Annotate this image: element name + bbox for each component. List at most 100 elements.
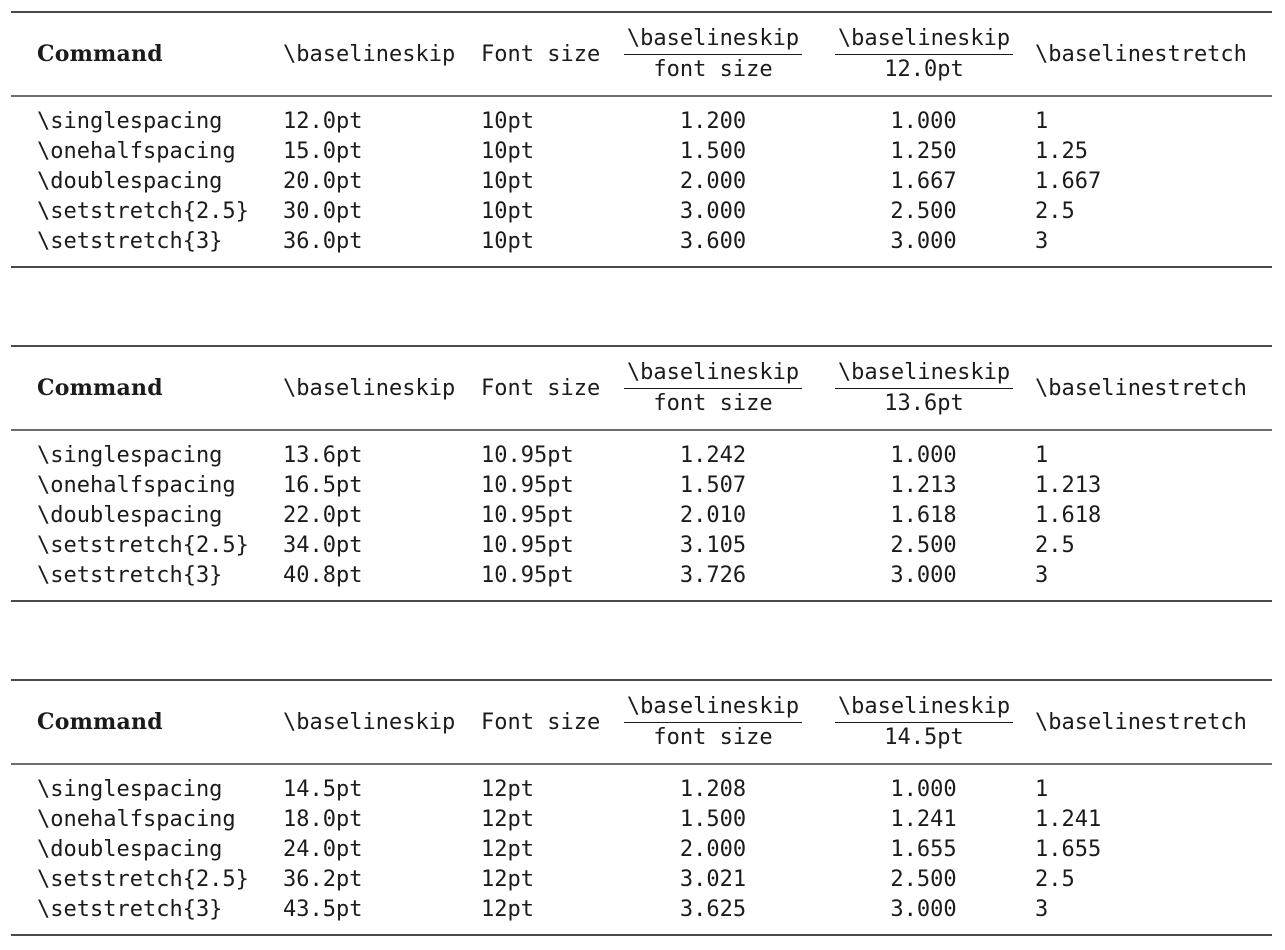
cell-baselinestretch: 3 bbox=[1035, 897, 1049, 922]
cell-ratio-fontsize: 2.010 bbox=[679, 503, 747, 528]
column-header-ratio-fixed: \baselineskip 14.5pt bbox=[835, 694, 1035, 750]
table-row: \setstretch{2.5} 34.0pt 10.95pt 3.105 2.500 2… bbox=[37, 531, 1272, 561]
cell-ratio-fontsize: 1.242 bbox=[679, 443, 747, 468]
column-header-baselinestretch: \baselinestretch bbox=[1035, 41, 1247, 67]
cell-ratio-fontsize: 3.600 bbox=[679, 229, 747, 254]
cell-command: \doublespacing bbox=[37, 837, 223, 862]
column-header-baselinestretch: \baselinestretch bbox=[1035, 375, 1247, 401]
table-row: \setstretch{3} 36.0pt 10pt 3.600 3.000 3 bbox=[37, 227, 1272, 257]
cell-command: \setstretch{3} bbox=[37, 897, 223, 922]
cell-command: \doublespacing bbox=[37, 169, 223, 194]
cell-baselinestretch: 1.241 bbox=[1035, 807, 1102, 832]
cell-baselineskip: 18.0pt bbox=[283, 807, 363, 832]
table-header-row: Command \baselineskip Font size \baselin… bbox=[11, 347, 1272, 429]
table-row: \onehalfspacing 16.5pt 10.95pt 1.507 1.213 1.… bbox=[37, 471, 1272, 501]
cell-baselineskip: 30.0pt bbox=[283, 199, 363, 224]
column-header-font-size: Font size bbox=[481, 375, 601, 401]
cell-ratio-fixed: 2.500 bbox=[890, 867, 957, 892]
fraction: \baselineskip 14.5pt bbox=[835, 695, 1013, 750]
cell-ratio-fontsize: 1.500 bbox=[679, 807, 747, 832]
cell-ratio-fixed: 3.000 bbox=[890, 897, 957, 922]
cell-ratio-fixed: 1.000 bbox=[890, 443, 957, 468]
fraction-numerator: \baselineskip bbox=[626, 26, 800, 51]
table-top-rule bbox=[11, 345, 1272, 347]
cell-baselinestretch: 1.655 bbox=[1035, 837, 1102, 862]
table-bottom-rule bbox=[11, 934, 1272, 936]
column-header-baselinestretch: \baselinestretch bbox=[1035, 709, 1247, 735]
table-row: \doublespacing 20.0pt 10pt 2.000 1.667 1.667 bbox=[37, 167, 1272, 197]
cell-ratio-fixed: 3.000 bbox=[890, 229, 957, 254]
cell-command: \setstretch{2.5} bbox=[37, 199, 249, 224]
cell-font-size: 10pt bbox=[481, 109, 534, 134]
cell-command: \setstretch{2.5} bbox=[37, 533, 249, 558]
cell-ratio-fixed: 1.241 bbox=[890, 807, 957, 832]
fraction-bar bbox=[624, 54, 802, 55]
cell-command: \onehalfspacing bbox=[37, 807, 236, 832]
column-header-baselineskip: \baselineskip bbox=[283, 41, 456, 67]
cell-font-size: 12pt bbox=[481, 837, 534, 862]
column-header-ratio-fixed: \baselineskip 13.6pt bbox=[835, 360, 1035, 416]
fraction-denominator: font size bbox=[653, 725, 773, 750]
cell-font-size: 10pt bbox=[481, 139, 534, 164]
column-header-ratio-fontsize: \baselineskip font size bbox=[624, 694, 835, 750]
cell-ratio-fontsize: 1.500 bbox=[679, 139, 747, 164]
table-header-row: Command \baselineskip Font size \baselin… bbox=[11, 13, 1272, 95]
cell-baselinestretch: 3 bbox=[1035, 563, 1049, 588]
cell-font-size: 10pt bbox=[481, 199, 534, 224]
table-body: \singlespacing 12.0pt 10pt 1.200 1.000 1 \oneh… bbox=[11, 97, 1272, 266]
fraction: \baselineskip font size bbox=[624, 27, 802, 82]
cell-ratio-fontsize: 2.000 bbox=[679, 837, 747, 862]
cell-ratio-fontsize: 3.625 bbox=[679, 897, 747, 922]
cell-baselinestretch: 1.618 bbox=[1035, 503, 1102, 528]
cell-command: \setstretch{3} bbox=[37, 229, 223, 254]
column-header-command: Command bbox=[37, 41, 163, 67]
fraction-numerator: \baselineskip bbox=[837, 694, 1011, 719]
cell-baselineskip: 40.8pt bbox=[283, 563, 363, 588]
spacing-table-10-95pt: Command \baselineskip Font size \baselin… bbox=[11, 345, 1272, 602]
cell-ratio-fixed: 1.000 bbox=[890, 777, 957, 802]
cell-command: \setstretch{3} bbox=[37, 563, 223, 588]
table-row: \onehalfspacing 15.0pt 10pt 1.500 1.250 1.25 bbox=[37, 137, 1272, 167]
cell-ratio-fontsize: 3.000 bbox=[679, 199, 747, 224]
cell-ratio-fontsize: 1.200 bbox=[679, 109, 747, 134]
cell-baselineskip: 36.2pt bbox=[283, 867, 363, 892]
fraction: \baselineskip 12.0pt bbox=[835, 27, 1013, 82]
cell-ratio-fontsize: 1.507 bbox=[679, 473, 747, 498]
cell-baselineskip: 43.5pt bbox=[283, 897, 363, 922]
cell-baselinestretch: 2.5 bbox=[1035, 533, 1075, 558]
cell-baselineskip: 12.0pt bbox=[283, 109, 363, 134]
table-row: \singlespacing 12.0pt 10pt 1.200 1.000 1 bbox=[37, 107, 1272, 137]
fraction-numerator: \baselineskip bbox=[837, 360, 1011, 385]
cell-ratio-fontsize: 3.021 bbox=[679, 867, 747, 892]
cell-font-size: 12pt bbox=[481, 897, 534, 922]
table-row: \onehalfspacing 18.0pt 12pt 1.500 1.241 1.241 bbox=[37, 805, 1272, 835]
fraction-numerator: \baselineskip bbox=[837, 26, 1011, 51]
cell-ratio-fixed: 1.655 bbox=[890, 837, 957, 862]
cell-font-size: 10pt bbox=[481, 169, 534, 194]
cell-ratio-fixed: 1.213 bbox=[890, 473, 957, 498]
cell-font-size: 10.95pt bbox=[481, 563, 574, 588]
fraction-denominator: 12.0pt bbox=[884, 57, 964, 82]
table-top-rule bbox=[11, 11, 1272, 13]
table-row: \doublespacing 22.0pt 10.95pt 2.010 1.618 1.6… bbox=[37, 501, 1272, 531]
cell-baselineskip: 20.0pt bbox=[283, 169, 363, 194]
fraction-denominator: font size bbox=[653, 391, 773, 416]
cell-baselineskip: 13.6pt bbox=[283, 443, 363, 468]
table-header-row: Command \baselineskip Font size \baselin… bbox=[11, 681, 1272, 763]
table-body: \singlespacing 14.5pt 12pt 1.208 1.000 1 \oneh… bbox=[11, 765, 1272, 934]
cell-baselinestretch: 2.5 bbox=[1035, 867, 1075, 892]
column-header-command: Command bbox=[37, 375, 163, 401]
cell-font-size: 10.95pt bbox=[481, 473, 574, 498]
cell-baselinestretch: 1 bbox=[1035, 777, 1049, 802]
table-top-rule bbox=[11, 679, 1272, 681]
fraction-bar bbox=[835, 388, 1013, 389]
cell-baselineskip: 34.0pt bbox=[283, 533, 363, 558]
cell-baselineskip: 14.5pt bbox=[283, 777, 363, 802]
column-header-font-size: Font size bbox=[481, 41, 601, 67]
cell-baselineskip: 24.0pt bbox=[283, 837, 363, 862]
cell-command: \setstretch{2.5} bbox=[37, 867, 249, 892]
table-row: \setstretch{2.5} 30.0pt 10pt 3.000 2.500 2.5 bbox=[37, 197, 1272, 227]
cell-font-size: 12pt bbox=[481, 807, 534, 832]
table-mid-rule bbox=[11, 763, 1272, 765]
